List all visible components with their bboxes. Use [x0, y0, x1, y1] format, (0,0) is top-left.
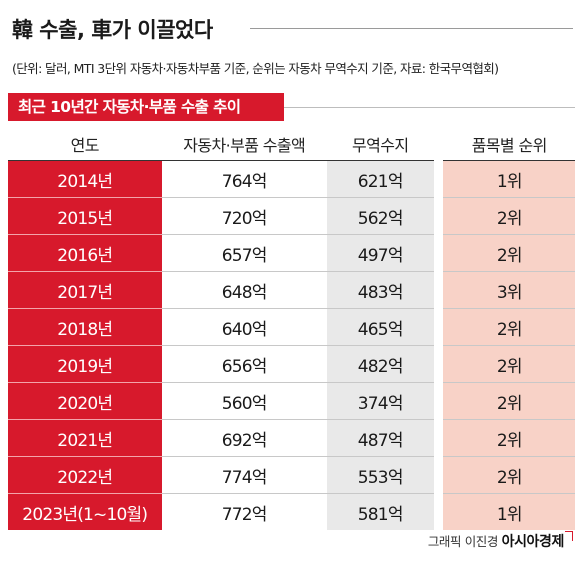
- cell-gap: [433, 161, 444, 198]
- brand-logo: 아시아경제: [501, 534, 565, 550]
- cell-rank: 2위: [443, 383, 575, 420]
- table-row: 2014년 764억 621억 1위: [8, 161, 575, 198]
- cell-gap: [433, 309, 444, 346]
- cell-year: 2014년: [8, 161, 162, 198]
- cell-balance: 581억: [326, 494, 434, 530]
- cell-rank: 2위: [443, 198, 575, 235]
- cell-export: 692억: [161, 420, 327, 457]
- cell-rank: 2위: [443, 346, 575, 383]
- cell-gap: [433, 420, 444, 457]
- cell-export: 720억: [161, 198, 327, 235]
- cell-year: 2015년: [8, 198, 162, 235]
- cell-export: 648억: [161, 272, 327, 309]
- cell-export: 640억: [161, 309, 327, 346]
- cell-year: 2020년: [8, 383, 162, 420]
- col-header-year: 연도: [8, 128, 162, 161]
- cell-export: 764억: [161, 161, 327, 198]
- cell-year: 2019년: [8, 346, 162, 383]
- col-header-balance: 무역수지: [326, 128, 434, 161]
- cell-balance: 497억: [326, 235, 434, 272]
- cell-year: 2021년: [8, 420, 162, 457]
- table-row: 2023년(1~10월) 772억 581억 1위: [8, 494, 575, 530]
- cell-year: 2017년: [8, 272, 162, 309]
- col-gap: [434, 128, 444, 161]
- table-row: 2021년 692억 487억 2위: [8, 420, 575, 457]
- col-header-rank: 품목별 순위: [443, 128, 575, 161]
- source-note: (단위: 달러, MTI 3단위 자동차·자동차부품 기준, 순위는 자동차 무…: [12, 61, 499, 76]
- cell-balance: 482억: [326, 346, 434, 383]
- cell-balance: 621억: [326, 161, 434, 198]
- cell-rank: 2위: [443, 457, 575, 494]
- cell-rank: 2위: [443, 235, 575, 272]
- table-row: 2018년 640억 465억 2위: [8, 309, 575, 346]
- cell-balance: 553억: [326, 457, 434, 494]
- cell-export: 774억: [161, 457, 327, 494]
- cell-balance: 562억: [326, 198, 434, 235]
- cell-gap: [433, 383, 444, 420]
- cell-year: 2023년(1~10월): [8, 494, 162, 530]
- table-row: 2015년 720억 562억 2위: [8, 198, 575, 235]
- cell-export: 772억: [161, 494, 327, 530]
- page-title: 韓 수출, 車가 이끌었다: [12, 18, 213, 42]
- table-body: 2014년 764억 621억 1위 2015년 720억 562억 2위 2016년 657억 4…: [8, 161, 575, 530]
- cell-rank: 1위: [443, 161, 575, 198]
- credit-text: 그래픽 이진경: [427, 534, 499, 549]
- cell-rank: 2위: [443, 420, 575, 457]
- col-header-export: 자동차·부품 수출액: [161, 128, 327, 161]
- brand-mark-icon: [565, 531, 573, 541]
- table-row: 2019년 656억 482억 2위: [8, 346, 575, 383]
- table-row: 2020년 560억 374억 2위: [8, 383, 575, 420]
- cell-export: 560억: [161, 383, 327, 420]
- export-table: 연도 자동차·부품 수출액 무역수지 품목별 순위 2014년 764억 621억 1…: [8, 128, 575, 530]
- table-header-row: 연도 자동차·부품 수출액 무역수지 품목별 순위: [8, 128, 575, 161]
- cell-rank: 1위: [443, 494, 575, 530]
- cell-gap: [433, 346, 444, 383]
- cell-gap: [433, 235, 444, 272]
- cell-balance: 487억: [326, 420, 434, 457]
- cell-gap: [433, 198, 444, 235]
- cell-rank: 3위: [443, 272, 575, 309]
- cell-gap: [433, 457, 444, 494]
- cell-balance: 483억: [326, 272, 434, 309]
- cell-year: 2022년: [8, 457, 162, 494]
- subtitle-divider: [284, 107, 575, 108]
- table-row: 2016년 657억 497억 2위: [8, 235, 575, 272]
- cell-balance: 465억: [326, 309, 434, 346]
- cell-export: 656억: [161, 346, 327, 383]
- cell-balance: 374억: [326, 383, 434, 420]
- credit: 그래픽 이진경 아시아경제: [428, 531, 573, 551]
- table-row: 2017년 648억 483억 3위: [8, 272, 575, 309]
- cell-year: 2018년: [8, 309, 162, 346]
- cell-gap: [433, 272, 444, 309]
- cell-year: 2016년: [8, 235, 162, 272]
- cell-export: 657억: [161, 235, 327, 272]
- cell-gap: [433, 494, 444, 530]
- table-row: 2022년 774억 553억 2위: [8, 457, 575, 494]
- cell-rank: 2위: [443, 309, 575, 346]
- table-subtitle-bar: 최근 10년간 자동차·부품 수출 추이: [8, 93, 575, 121]
- title-divider: [250, 28, 573, 29]
- table-subtitle: 최근 10년간 자동차·부품 수출 추이: [8, 93, 284, 121]
